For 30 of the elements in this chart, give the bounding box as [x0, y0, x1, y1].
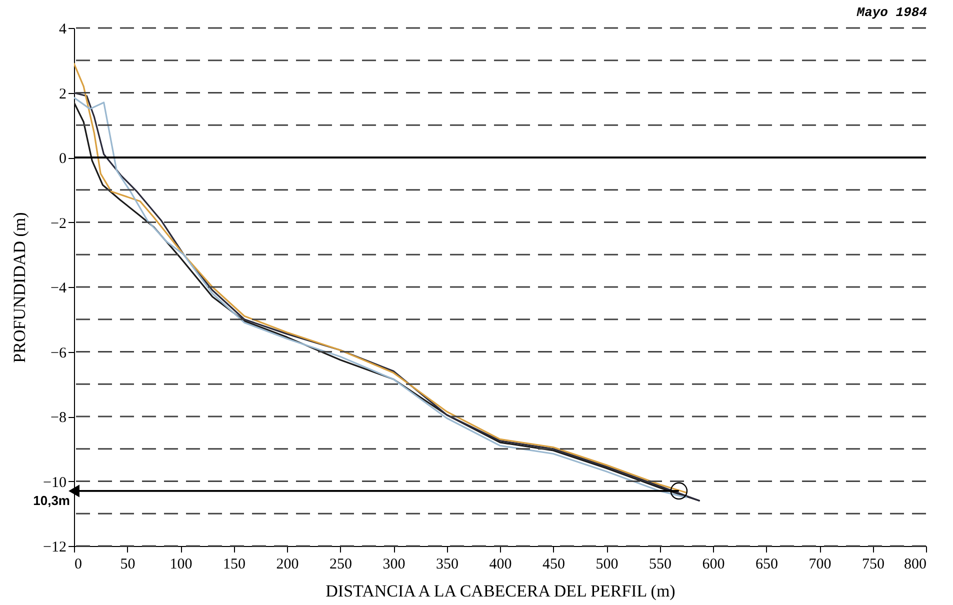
- annotation: 10,3m: [33, 492, 70, 508]
- y-axis-title: PROFUNDIDAD (m): [10, 212, 30, 363]
- y-tick-label: −4: [50, 280, 67, 296]
- x-axis-title: DISTANCIA A LA CABECERA DEL PERFIL (m): [326, 582, 676, 600]
- x-tick-label: 250: [330, 556, 352, 572]
- x-tick-label: 450: [542, 556, 565, 572]
- x-tick-label: 400: [489, 556, 512, 572]
- text: Mayo 1984: [856, 5, 928, 20]
- x-tick-label: 500: [596, 556, 618, 572]
- x-tick-label: 350: [436, 556, 458, 572]
- y-tick-label: −6: [50, 345, 67, 362]
- x-tick-label: 100: [170, 556, 192, 572]
- x-tick-label: 700: [808, 556, 832, 572]
- x-tick-label: 600: [702, 556, 725, 572]
- y-tick-label: 0: [59, 151, 66, 167]
- x-tick-label: 200: [276, 556, 299, 572]
- x-tick-label: 0: [74, 556, 82, 572]
- x-tick-label: 150: [223, 556, 246, 572]
- x-tick-label: 50: [120, 556, 136, 572]
- y-tick-label: −2: [50, 216, 66, 232]
- x-tick-label: 800: [904, 556, 926, 572]
- y-tick-label: −8: [50, 410, 66, 426]
- x-tick-label: 750: [862, 556, 884, 572]
- x-tick-label: 550: [649, 556, 672, 572]
- y-tick-label: −10: [43, 474, 66, 491]
- x-tick-label: 300: [382, 556, 406, 572]
- y-tick-label: 4: [59, 22, 67, 38]
- y-tick-label: −12: [43, 540, 66, 556]
- x-tick-label: 650: [756, 556, 778, 572]
- y-tick-label: 2: [59, 86, 66, 102]
